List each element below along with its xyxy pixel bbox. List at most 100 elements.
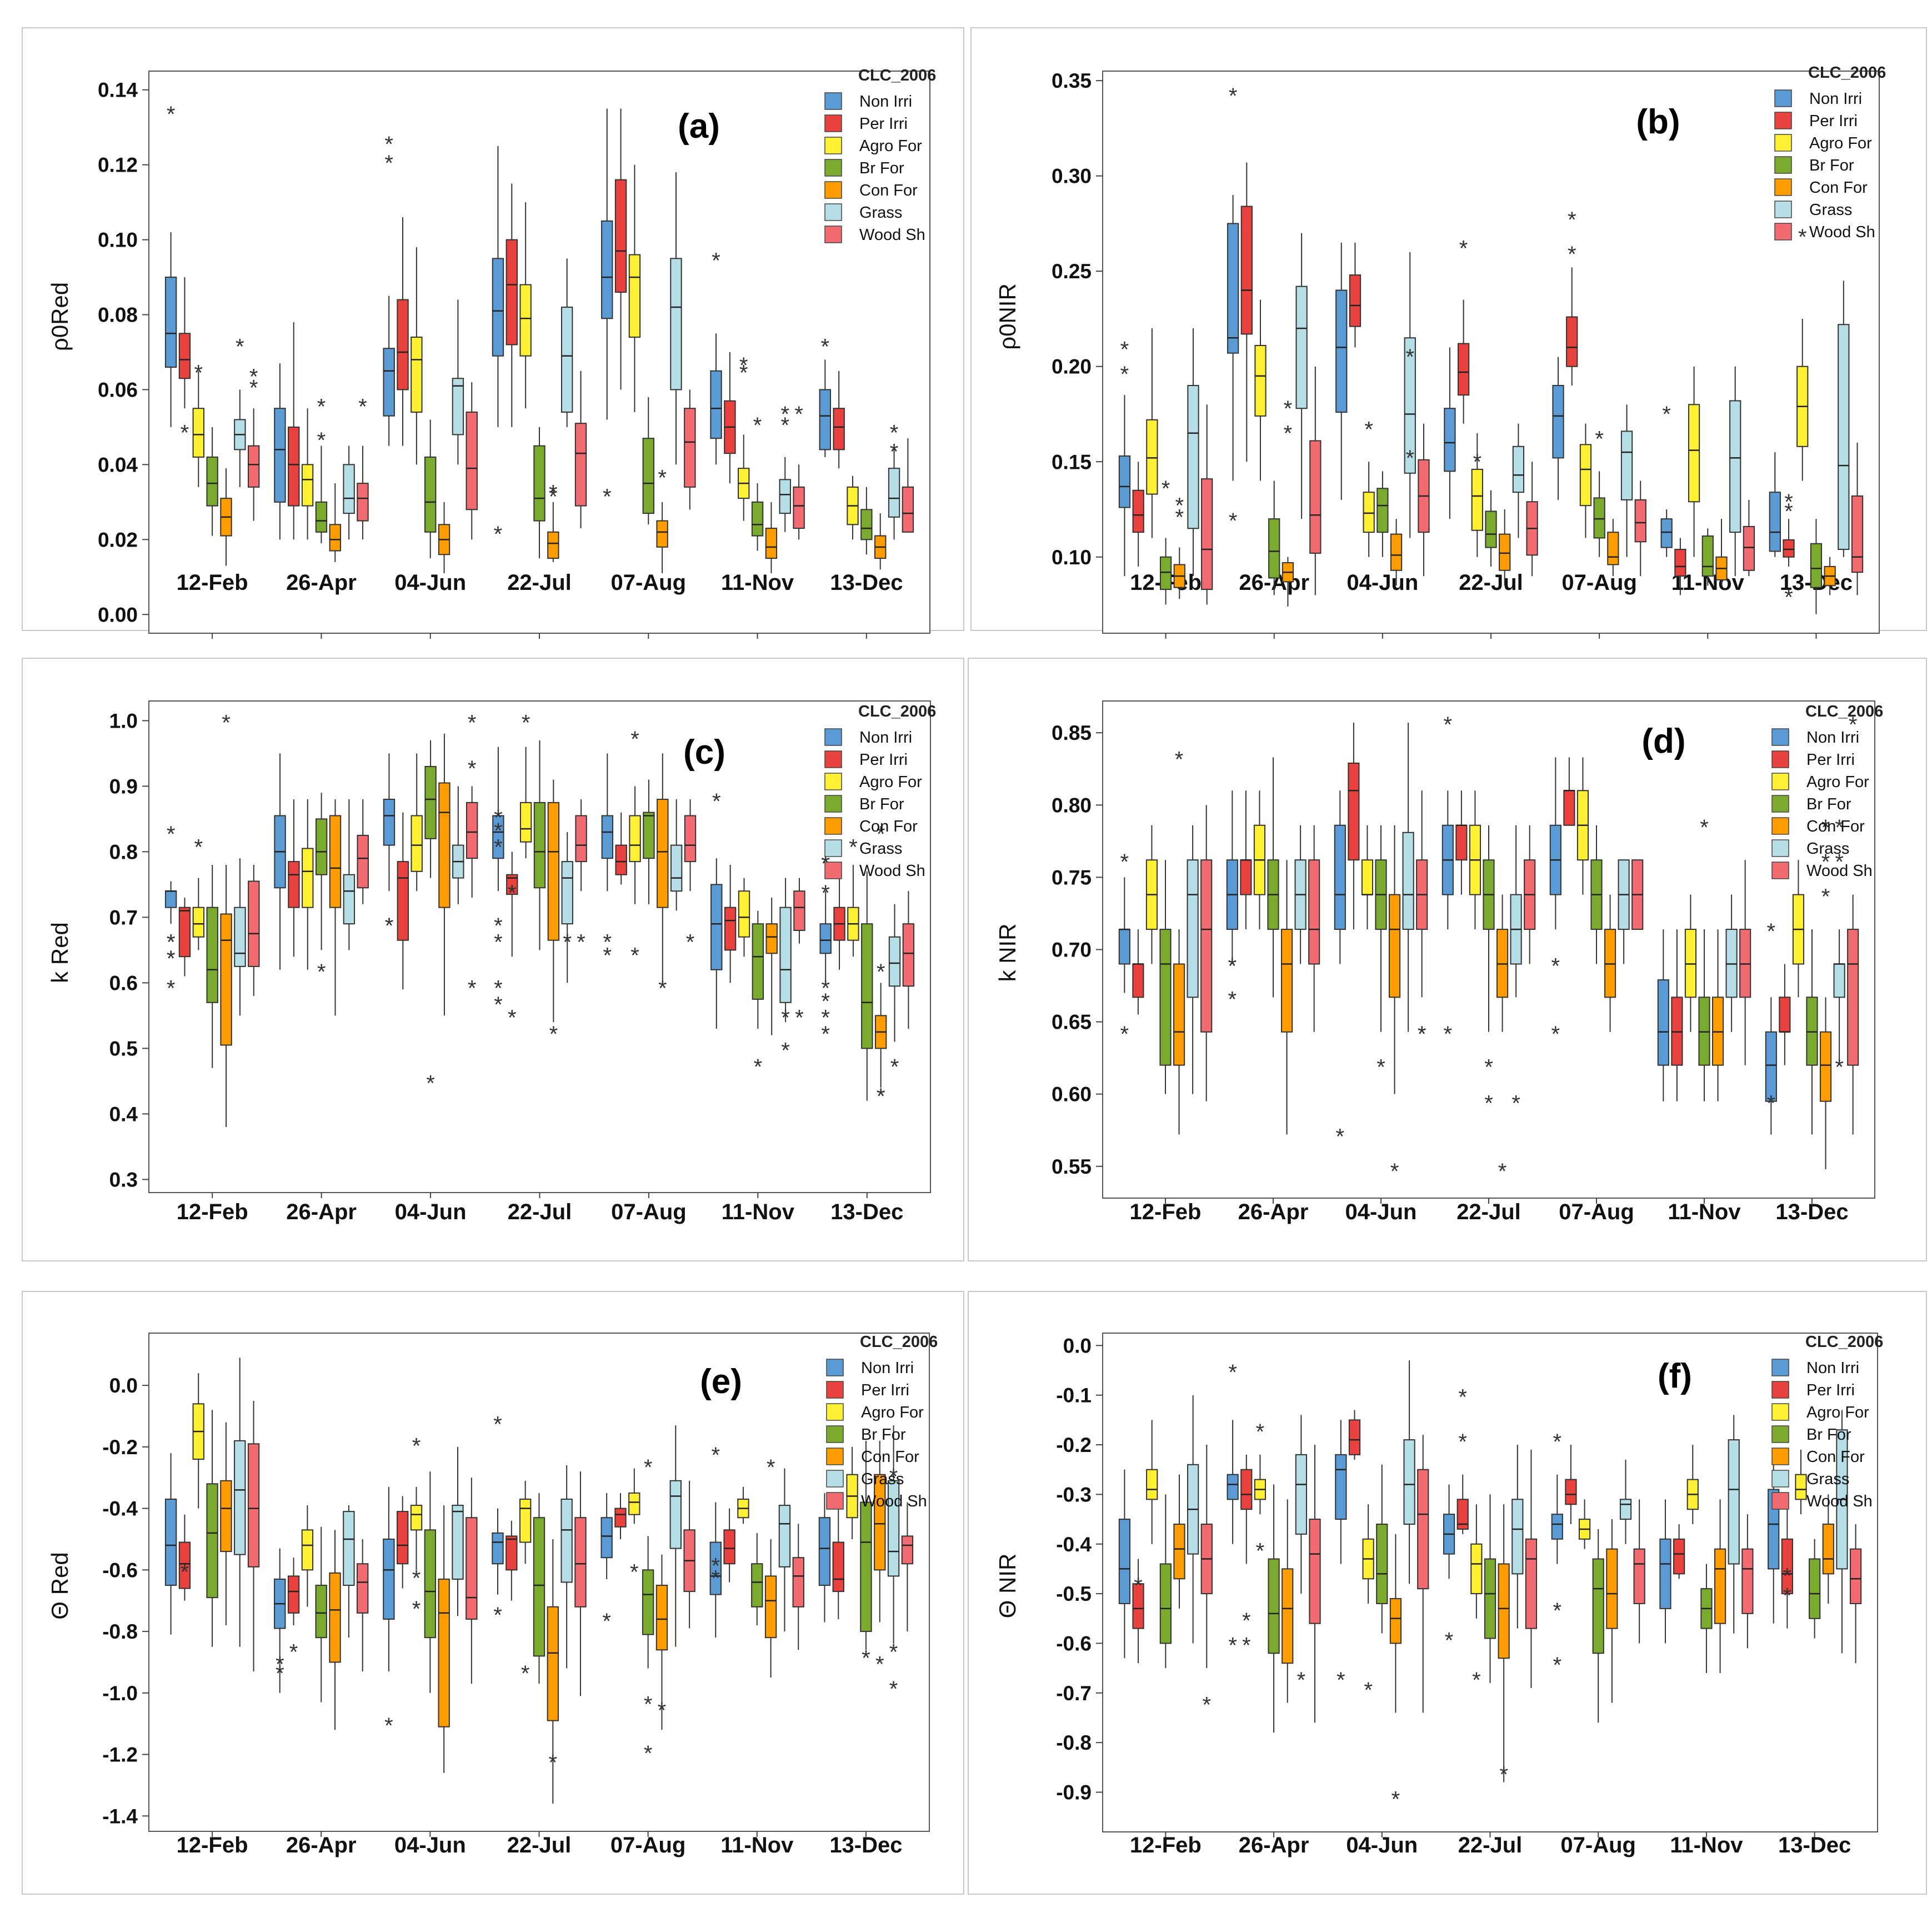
outlier-point: * bbox=[1444, 1022, 1453, 1046]
box-body bbox=[709, 1541, 722, 1595]
box-grass-12-Feb bbox=[1187, 328, 1199, 577]
legend-swatch bbox=[824, 728, 842, 746]
box-body bbox=[751, 501, 764, 537]
box-non-irri-12-Feb bbox=[164, 881, 177, 924]
outlier-point: * bbox=[1229, 84, 1238, 108]
box-body bbox=[1389, 1598, 1402, 1644]
y-tick-label: 0.85 bbox=[1052, 722, 1092, 744]
box-con-for-22-Jul bbox=[1498, 1504, 1510, 1782]
box-non-irri-13-Dec bbox=[819, 359, 832, 457]
outlier-point: * bbox=[877, 960, 885, 984]
chart-panel-5: -1.4 -1.2 -1.0 -0.8 -0.6 -0.4 -0.2 0.0 Θ Red 12-F… bbox=[22, 1291, 964, 1895]
box-body bbox=[1607, 532, 1619, 565]
x-tick-label: 13-Dec bbox=[829, 1833, 902, 1857]
box-body bbox=[1200, 859, 1213, 1033]
box-con-for-12-Feb bbox=[1173, 929, 1185, 1135]
y-tick-label: 0.20 bbox=[1052, 355, 1092, 378]
box-br-for-26-Apr bbox=[1268, 1484, 1280, 1733]
box-per-irri-04-Jun bbox=[397, 1496, 409, 1589]
legend-swatch bbox=[826, 1425, 844, 1443]
box-agro-for-11-Nov bbox=[1686, 1445, 1699, 1525]
legend-entry: Grass bbox=[1806, 1470, 1849, 1488]
box-body bbox=[615, 844, 627, 875]
box-br-for-07-Aug bbox=[642, 1536, 654, 1669]
box-body bbox=[888, 936, 901, 987]
box-body bbox=[547, 531, 559, 559]
x-tick-label: 26-Apr bbox=[286, 570, 357, 595]
y-axis-label: ρ0Red bbox=[47, 282, 73, 351]
box-br-for-22-Jul bbox=[1485, 490, 1497, 567]
box-grass-11-Nov bbox=[1728, 1415, 1740, 1634]
box-wood-sh-13-Dec bbox=[901, 1502, 914, 1632]
box-agro-for-11-Nov bbox=[738, 434, 750, 521]
x-tick-label: 22-Jul bbox=[507, 1833, 572, 1857]
box-body bbox=[301, 1529, 314, 1571]
box-agro-for-22-Jul bbox=[1470, 1504, 1483, 1619]
box-body bbox=[397, 299, 409, 390]
box-non-irri-07-Aug bbox=[1552, 357, 1564, 500]
outlier-point: * bbox=[1459, 237, 1468, 261]
box-non-irri-07-Aug bbox=[601, 108, 613, 420]
box-body bbox=[792, 1557, 804, 1607]
box-agro-for-07-Aug bbox=[1578, 1499, 1591, 1549]
box-body bbox=[438, 1578, 450, 1727]
box-non-irri-13-Dec bbox=[819, 891, 832, 983]
panel-title: (c) bbox=[683, 733, 725, 772]
box-body bbox=[600, 1517, 613, 1559]
box-body bbox=[1620, 430, 1633, 500]
box-body bbox=[1146, 1469, 1158, 1500]
box-body bbox=[657, 799, 669, 908]
box-body bbox=[561, 307, 573, 413]
legend-swatch bbox=[824, 203, 842, 221]
box-body bbox=[819, 389, 832, 450]
box-body bbox=[1349, 274, 1362, 327]
outlier-point: * bbox=[767, 1455, 775, 1480]
box-wood-sh-13-Dec bbox=[902, 438, 914, 533]
box-body bbox=[410, 1505, 423, 1531]
outlier-point: * bbox=[494, 930, 503, 955]
outlier-point: * bbox=[1405, 345, 1414, 369]
x-tick-label: 22-Jul bbox=[1459, 570, 1523, 595]
box-body bbox=[164, 1499, 177, 1586]
legend-swatch bbox=[1771, 795, 1789, 813]
y-tick-label: -0.5 bbox=[1056, 1583, 1092, 1605]
box-con-for-12-Feb bbox=[220, 865, 232, 1127]
box-br-for-12-Feb bbox=[206, 427, 218, 536]
y-tick-label: 0.02 bbox=[98, 528, 138, 551]
box-body bbox=[206, 1483, 218, 1599]
box-br-for-26-Apr bbox=[315, 445, 328, 544]
box-br-for-13-Dec bbox=[860, 1440, 872, 1650]
box-non-irri-26-Apr bbox=[274, 1548, 286, 1693]
outlier-point: * bbox=[522, 710, 530, 735]
box-per-irri-26-Apr bbox=[1240, 1454, 1253, 1564]
outlier-point: * bbox=[1553, 1430, 1561, 1454]
y-tick-label: 0.30 bbox=[1052, 165, 1092, 188]
box-wood-sh-26-Apr bbox=[357, 445, 369, 540]
box-agro-for-12-Feb bbox=[192, 1373, 204, 1509]
box-grass-11-Nov bbox=[1729, 366, 1741, 577]
box-con-for-11-Nov bbox=[765, 502, 778, 574]
box-body bbox=[424, 456, 437, 533]
legend-title: CLC_2006 bbox=[860, 1333, 938, 1351]
legend-swatch bbox=[1771, 817, 1789, 835]
legend-entry: Br For bbox=[1806, 1426, 1851, 1444]
box-con-for-26-Apr bbox=[1282, 1499, 1294, 1703]
outlier-point: * bbox=[1767, 919, 1776, 944]
box-per-irri-26-Apr bbox=[288, 799, 300, 957]
legend-swatch bbox=[826, 1470, 844, 1488]
outlier-point: * bbox=[794, 402, 803, 427]
box-body bbox=[560, 1499, 573, 1583]
box-body bbox=[547, 1606, 559, 1721]
box-body bbox=[1849, 1548, 1862, 1604]
outlier-point: * bbox=[1120, 1022, 1129, 1046]
x-tick-label: 26-Apr bbox=[1238, 1200, 1309, 1224]
box-body bbox=[1739, 929, 1751, 998]
box-body bbox=[397, 861, 409, 941]
legend-swatch bbox=[826, 1403, 844, 1421]
legend-swatch bbox=[824, 159, 842, 177]
legend-entry: Non Irri bbox=[1809, 90, 1862, 108]
box-body bbox=[1254, 344, 1267, 417]
x-tick-label: 13-Dec bbox=[1775, 1200, 1848, 1224]
box-grass-04-Jun bbox=[452, 1446, 464, 1616]
